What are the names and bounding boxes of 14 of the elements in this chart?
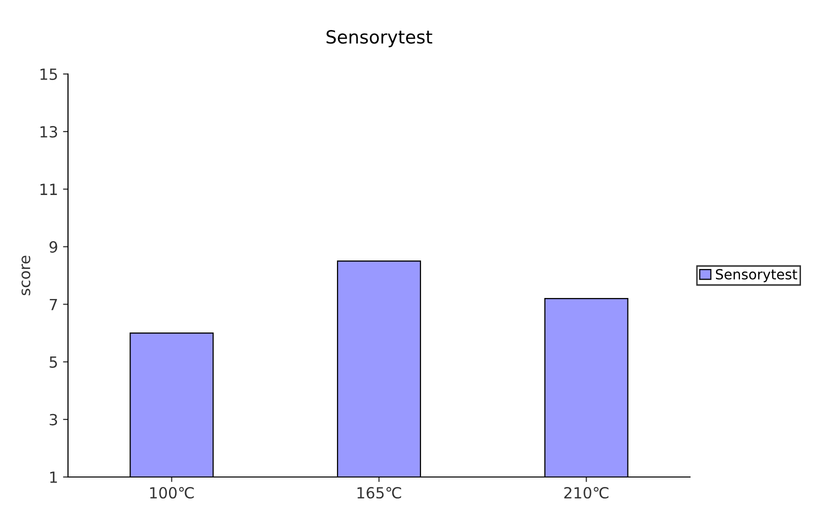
x-tick-label: 210℃ (564, 486, 608, 499)
y-tick-label: 1 (50, 472, 57, 483)
y-axis-title: score (22, 256, 30, 296)
y-tick-label: 11 (40, 184, 57, 195)
y-tick-label: 15 (40, 68, 57, 80)
x-tick-label: 100℃ (150, 486, 194, 499)
x-tick-label: 165℃ (358, 486, 402, 499)
chart-title: Sensorytest (326, 30, 432, 48)
y-tick-label: 13 (40, 126, 58, 138)
y-tick-label: 7 (50, 298, 57, 310)
legend-label: Sensorytest (716, 269, 798, 282)
y-tick-label: 5 (50, 356, 57, 368)
y-tick-label: 3 (50, 414, 58, 426)
y-tick-label: 9 (50, 241, 58, 253)
